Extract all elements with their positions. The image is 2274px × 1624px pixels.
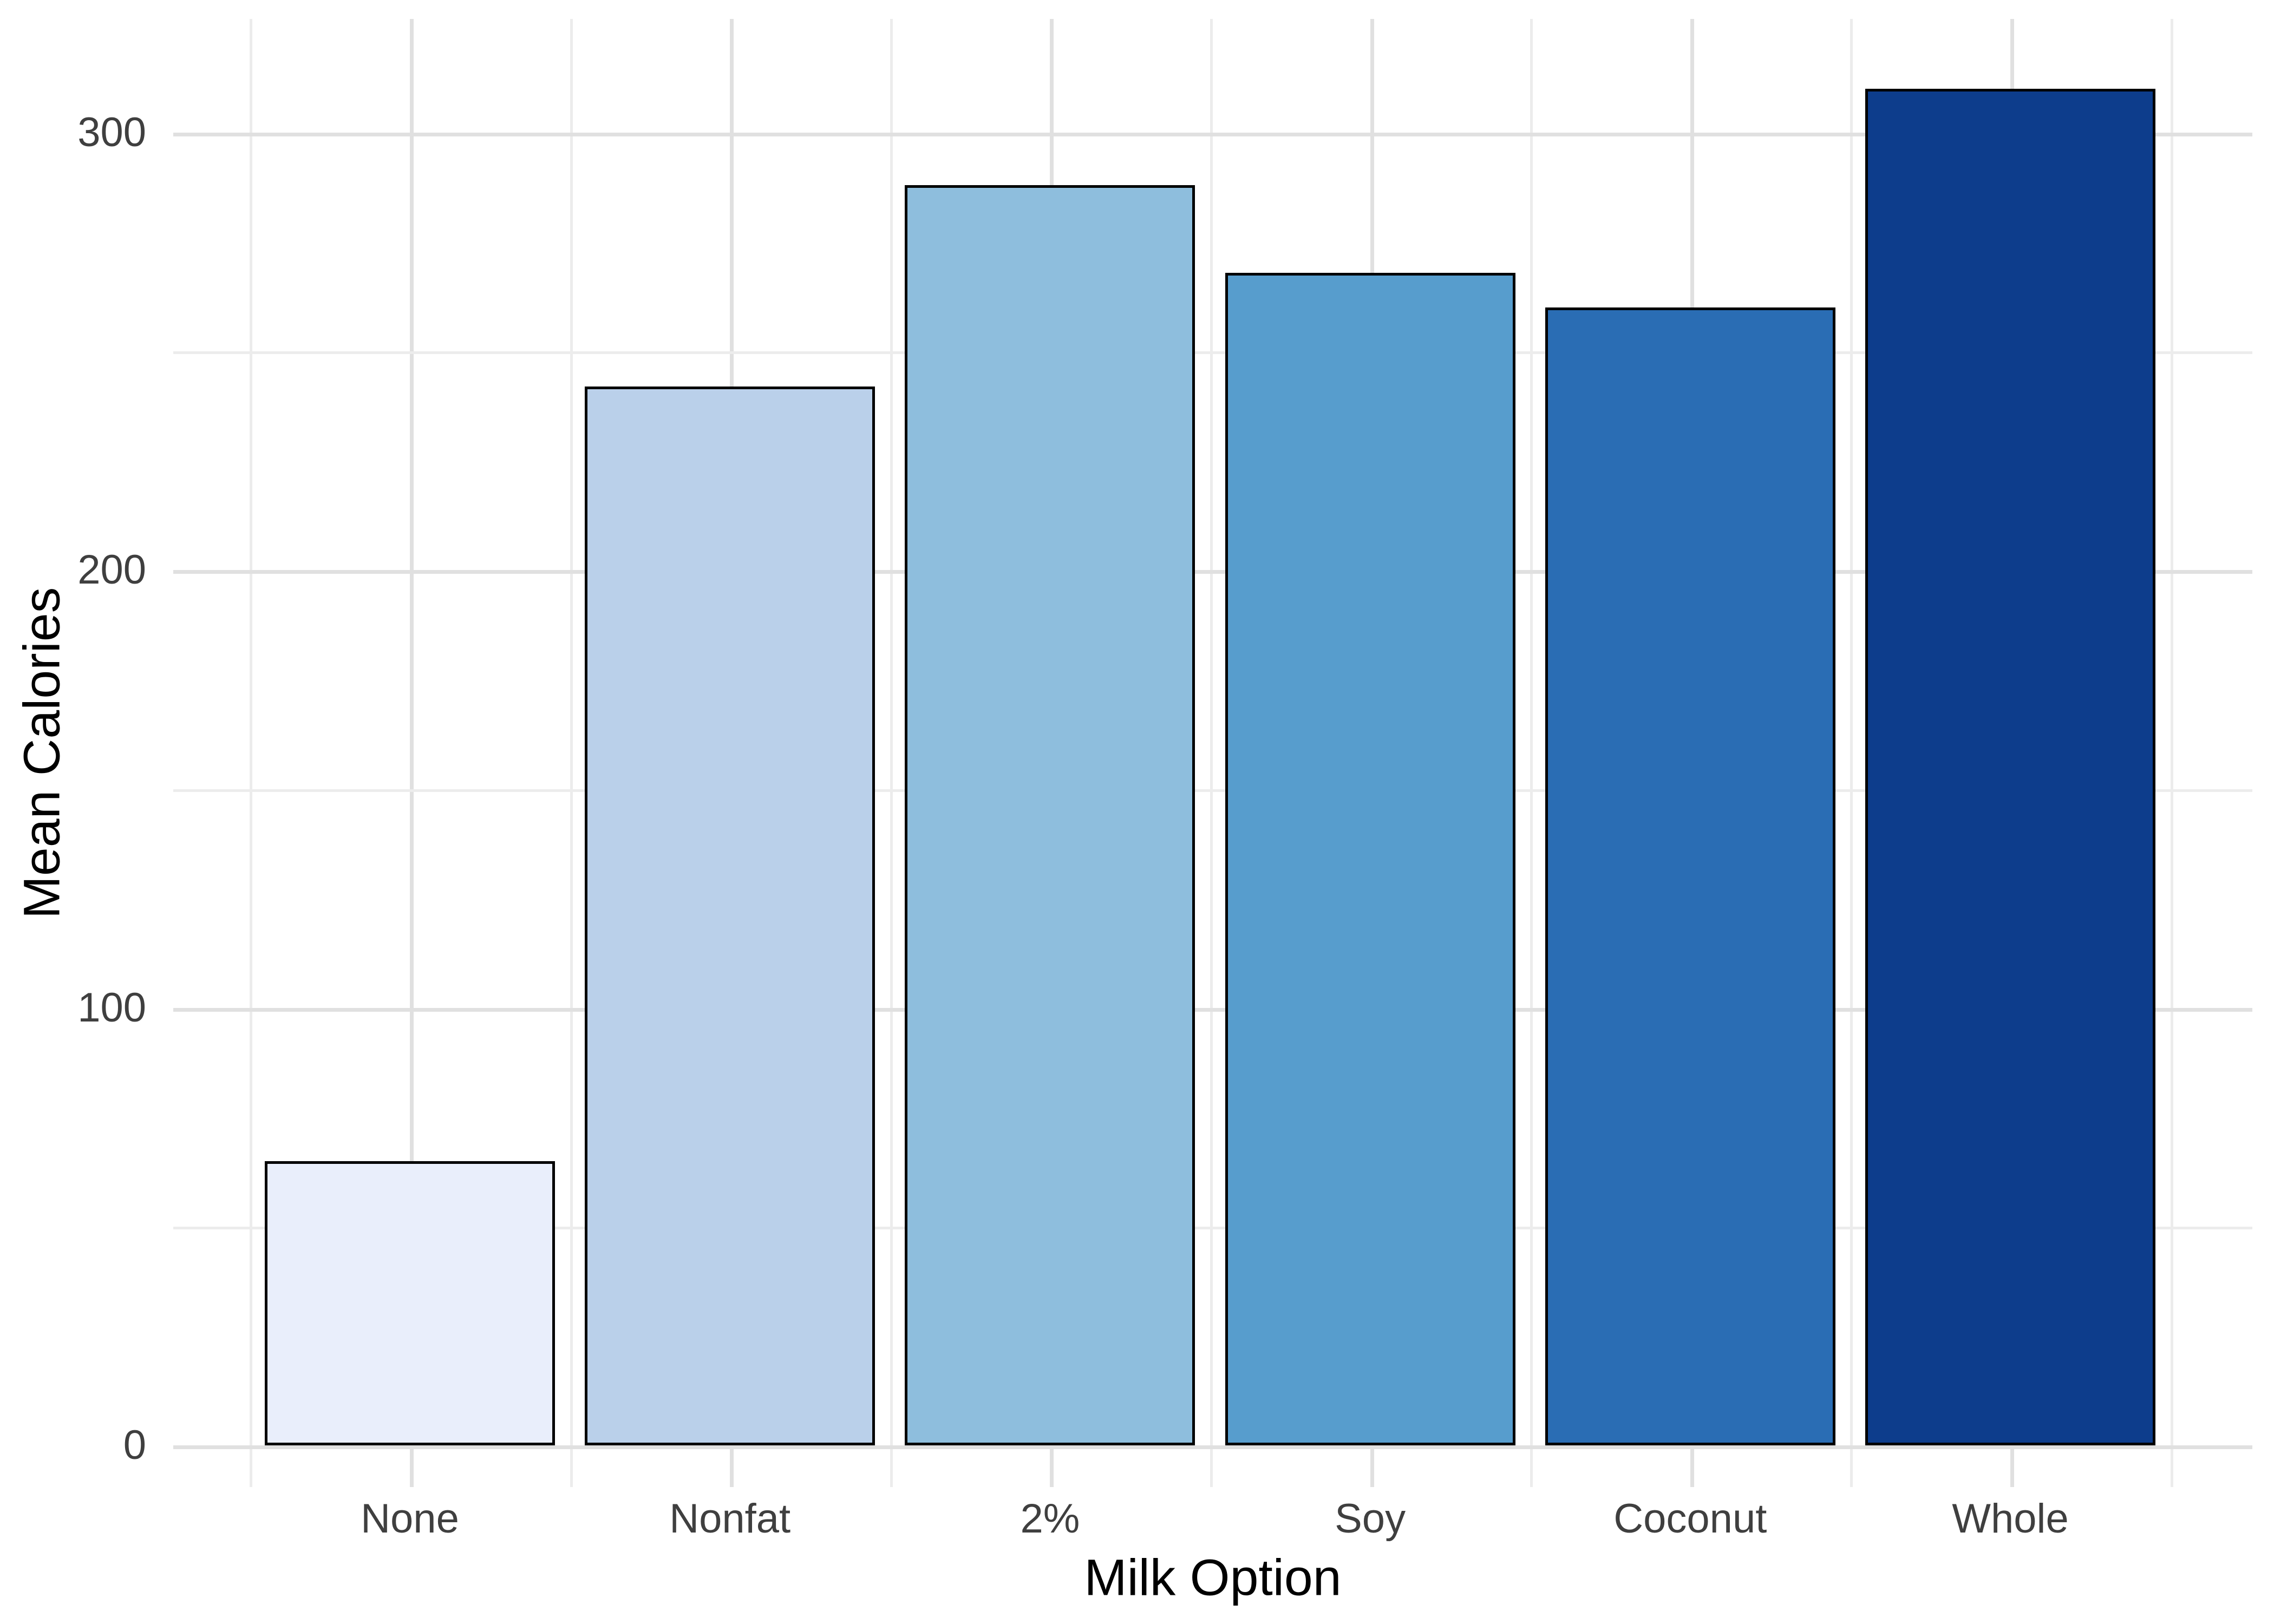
y-gridline-minor-150 [173,789,2252,792]
x-tick-label-coconut: Coconut [1613,1496,1767,1542]
y-gridline-minor-50 [173,1226,2252,1229]
x-gridline-minor-3 [1210,19,1213,1487]
bar-none [265,1161,555,1445]
y-gridline-major-300 [173,133,2252,136]
y-gridline-major-100 [173,1007,2252,1012]
bar-soy [1225,272,1515,1445]
x-gridline-minor-4 [1530,19,1533,1487]
y-tick-label-300: 300 [77,109,146,155]
x-tick-label-soy: Soy [1335,1496,1406,1542]
x-gridline-minor-1 [570,19,573,1487]
x-gridline-minor-2 [890,19,893,1487]
bar-coconut [1545,307,1835,1445]
y-axis-title: Mean Calories [13,587,71,919]
y-tick-label-0: 0 [123,1422,146,1468]
x-gridline-minor-5 [1850,19,1853,1487]
x-axis-title: Milk Option [1084,1549,1342,1607]
x-gridline-minor-0 [250,19,253,1487]
y-tick-label-100: 100 [77,984,146,1031]
x-gridline-minor-6 [2170,19,2173,1487]
y-gridline-major-200 [173,570,2252,574]
x-gridline-major-none [410,19,414,1487]
bar-whole [1865,89,2155,1445]
y-gridline-minor-250 [173,351,2252,355]
x-tick-label-2: 2% [1020,1496,1080,1542]
bar-nonfat [585,386,875,1445]
x-tick-label-none: None [361,1496,459,1542]
bar-2 [905,185,1195,1445]
y-tick-label-200: 200 [77,547,146,593]
x-tick-label-nonfat: Nonfat [669,1496,791,1542]
y-gridline-major-0 [173,1445,2252,1449]
x-tick-label-whole: Whole [1952,1496,2069,1542]
